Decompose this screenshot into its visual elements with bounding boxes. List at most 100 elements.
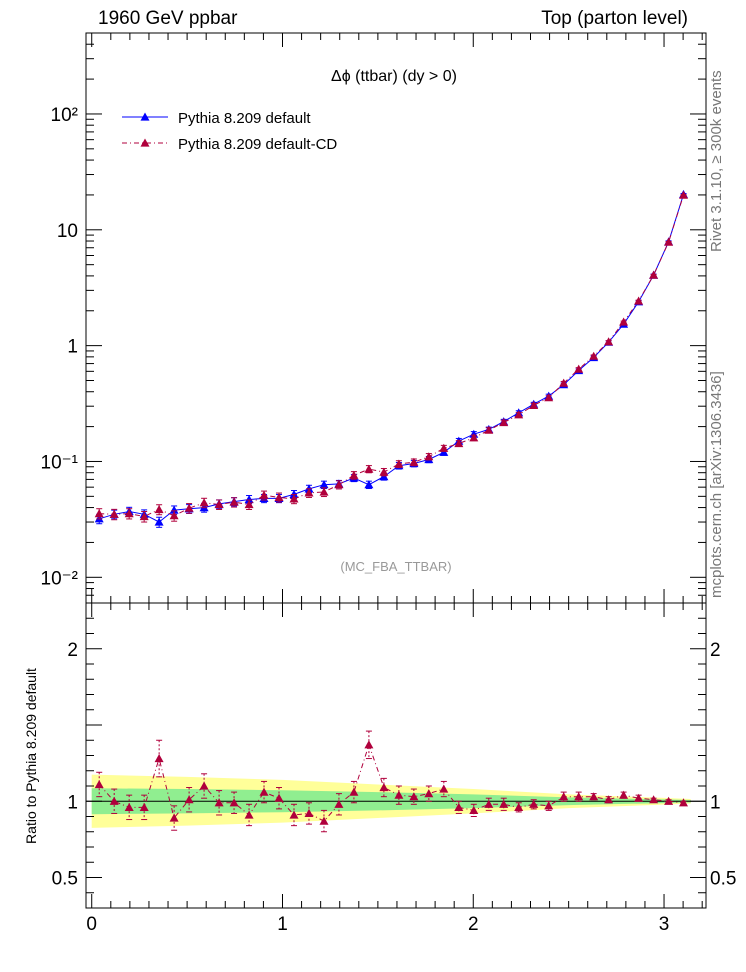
ratio-plot-frame: [85, 602, 707, 909]
main-series-0-point: [364, 480, 374, 489]
legend-label-0: Pythia 8.209 default: [178, 110, 311, 127]
header-right-label: Top (parton level): [541, 8, 688, 29]
main-series-1-point: [199, 498, 209, 507]
main-series-1-point: [559, 378, 569, 387]
main-series-1-point: [484, 425, 494, 434]
main-series-1-point: [664, 237, 674, 246]
main-series-1-point: [364, 464, 374, 473]
main-series-1-point: [334, 480, 344, 489]
main-y-tick-label: 10⁻²: [41, 568, 79, 589]
ratio-series-0-point: [274, 793, 284, 802]
plot-title: Δϕ (ttbar) (dy > 0): [331, 68, 457, 85]
main-series-1-point: [409, 457, 419, 466]
main-series-1-point: [589, 351, 599, 360]
main-series-1-point: [214, 500, 224, 509]
ratio-series-0-point: [529, 799, 539, 808]
ratio-series-0-point: [589, 792, 599, 801]
ratio-y-tick-label-right: 2: [710, 640, 721, 661]
ratio-series-0-point: [139, 802, 149, 811]
main-series-0-point: [289, 489, 299, 498]
ratio-series-0-point: [454, 802, 464, 811]
legend-marker-1: [140, 138, 150, 147]
ratio-series-0-point: [259, 787, 269, 796]
ratio-series-0-point: [214, 798, 224, 807]
main-y-tick-label: 10⁻¹: [41, 452, 79, 473]
main-series-1-point: [574, 364, 584, 373]
ratio-series-0-point: [199, 781, 209, 790]
ratio-series-0-point: [499, 799, 509, 808]
main-series-0-point: [319, 480, 329, 489]
main-series-1-point: [634, 296, 644, 305]
main-series-1-point: [229, 497, 239, 506]
main-series-1-point: [304, 488, 314, 497]
main-series-1-point: [349, 470, 359, 479]
ratio-y-tick-label-right: 1: [710, 792, 721, 813]
main-series-0-point: [169, 505, 179, 514]
ratio-series-0-point: [469, 805, 479, 814]
ratio-series-0-point: [364, 740, 374, 749]
header-left-label: 1960 GeV ppbar: [98, 8, 238, 29]
ratio-series-0-point: [559, 792, 569, 801]
ratio-series-0-point: [229, 798, 239, 807]
ratio-series-0-point: [664, 796, 674, 805]
ratio-series-0-point: [184, 795, 194, 804]
ratio-series-0-point: [439, 784, 449, 793]
main-series-1-point: [94, 509, 104, 518]
main-series-0-line-0: [99, 194, 684, 523]
ratio-series-0-point: [109, 796, 119, 805]
main-series-1-point: [379, 467, 389, 476]
ratio-series-0-line-0: [98, 743, 684, 822]
ratio-series-0-point: [424, 789, 434, 798]
main-y-tick-label: 10²: [51, 105, 78, 126]
main-series-1-point: [244, 500, 254, 509]
x-tick-label: 3: [659, 914, 670, 935]
main-series-1-point: [109, 509, 119, 518]
main-series-1-point: [394, 459, 404, 468]
ratio-y-tick-label-left: 1: [67, 792, 78, 813]
ratio-series-0-point: [604, 795, 614, 804]
ratio-series-0-point: [289, 810, 299, 819]
main-series-1-point: [184, 503, 194, 512]
main-series-1-point: [124, 509, 134, 518]
ratio-plot-panel: 0 1 2 3 0.5 0.5 1 1 2 2 Ratio to Pythia 8.209 defa…: [23, 602, 736, 935]
ratio-series-0-point: [634, 793, 644, 802]
main-series-1-point: [139, 512, 149, 521]
x-tick-label: 1: [277, 914, 288, 935]
ratio-series-0-point: [394, 790, 404, 799]
main-series-1-point: [424, 452, 434, 461]
ratio-series-0-point: [619, 790, 629, 799]
x-tick-label: 2: [468, 914, 479, 935]
ratio-series-0-point: [349, 787, 359, 796]
ratio-y-tick-label-left: 2: [67, 640, 78, 661]
ratio-series-0-point: [679, 798, 688, 807]
main-series-1-point: [439, 443, 449, 452]
main-series-1-point: [274, 492, 284, 501]
ratio-series-0-point: [484, 799, 494, 808]
ratio-series-0-point: [304, 808, 314, 817]
main-series-1-point: [469, 433, 479, 442]
main-series-1-point: [679, 190, 688, 199]
legend-label-1: Pythia 8.209 default-CD: [178, 136, 337, 153]
main-series-1-point: [649, 270, 659, 279]
main-series-1-point: [259, 490, 269, 499]
ratio-series-0-point: [319, 816, 329, 825]
main-series-0-point: [154, 517, 164, 526]
ratio-series-0-point: [334, 799, 344, 808]
main-y-tick-label: 10: [57, 221, 78, 242]
main-series-1-point: [619, 317, 629, 326]
ratio-series-0-point: [574, 792, 584, 801]
main-y-tick-label: 1: [67, 337, 78, 358]
ratio-y-tick-label-left: 0.5: [52, 869, 78, 890]
ratio-series-0-point: [154, 754, 164, 763]
ratio-series-0-point: [94, 780, 104, 789]
ratio-series-0-point: [649, 795, 659, 804]
x-tick-label: 0: [86, 914, 97, 935]
ratio-series-0-point: [514, 802, 524, 811]
ratio-series-0-point: [169, 813, 179, 822]
main-series-0-point: [244, 495, 254, 504]
ratio-y-axis-label: Ratio to Pythia 8.209 default: [23, 668, 39, 844]
ratio-series-0-point: [244, 810, 254, 819]
main-series-1-point: [289, 494, 299, 503]
main-series-1-point: [169, 511, 179, 520]
